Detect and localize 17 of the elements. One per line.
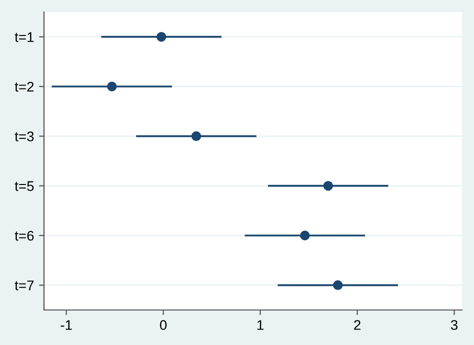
y-tick-label: t=2 (14, 82, 34, 92)
point (333, 280, 343, 290)
point (156, 32, 166, 42)
x-tick-label: 3 (450, 320, 458, 330)
x-tick-label: 1 (257, 320, 264, 330)
x-tick-label: 2 (354, 320, 360, 330)
x-tick-label: -1 (60, 320, 72, 330)
y-tick-label: t=7 (14, 280, 34, 290)
point (300, 230, 310, 240)
y-tick-label: t=6 (14, 230, 34, 241)
y-tick-label: t=5 (14, 181, 34, 192)
y-tick-label: t=1 (14, 32, 34, 42)
point (323, 180, 334, 191)
x-tick-label: 0 (160, 320, 167, 330)
point (107, 82, 117, 92)
point (191, 131, 202, 142)
y-tick-label: t=3 (14, 132, 34, 142)
